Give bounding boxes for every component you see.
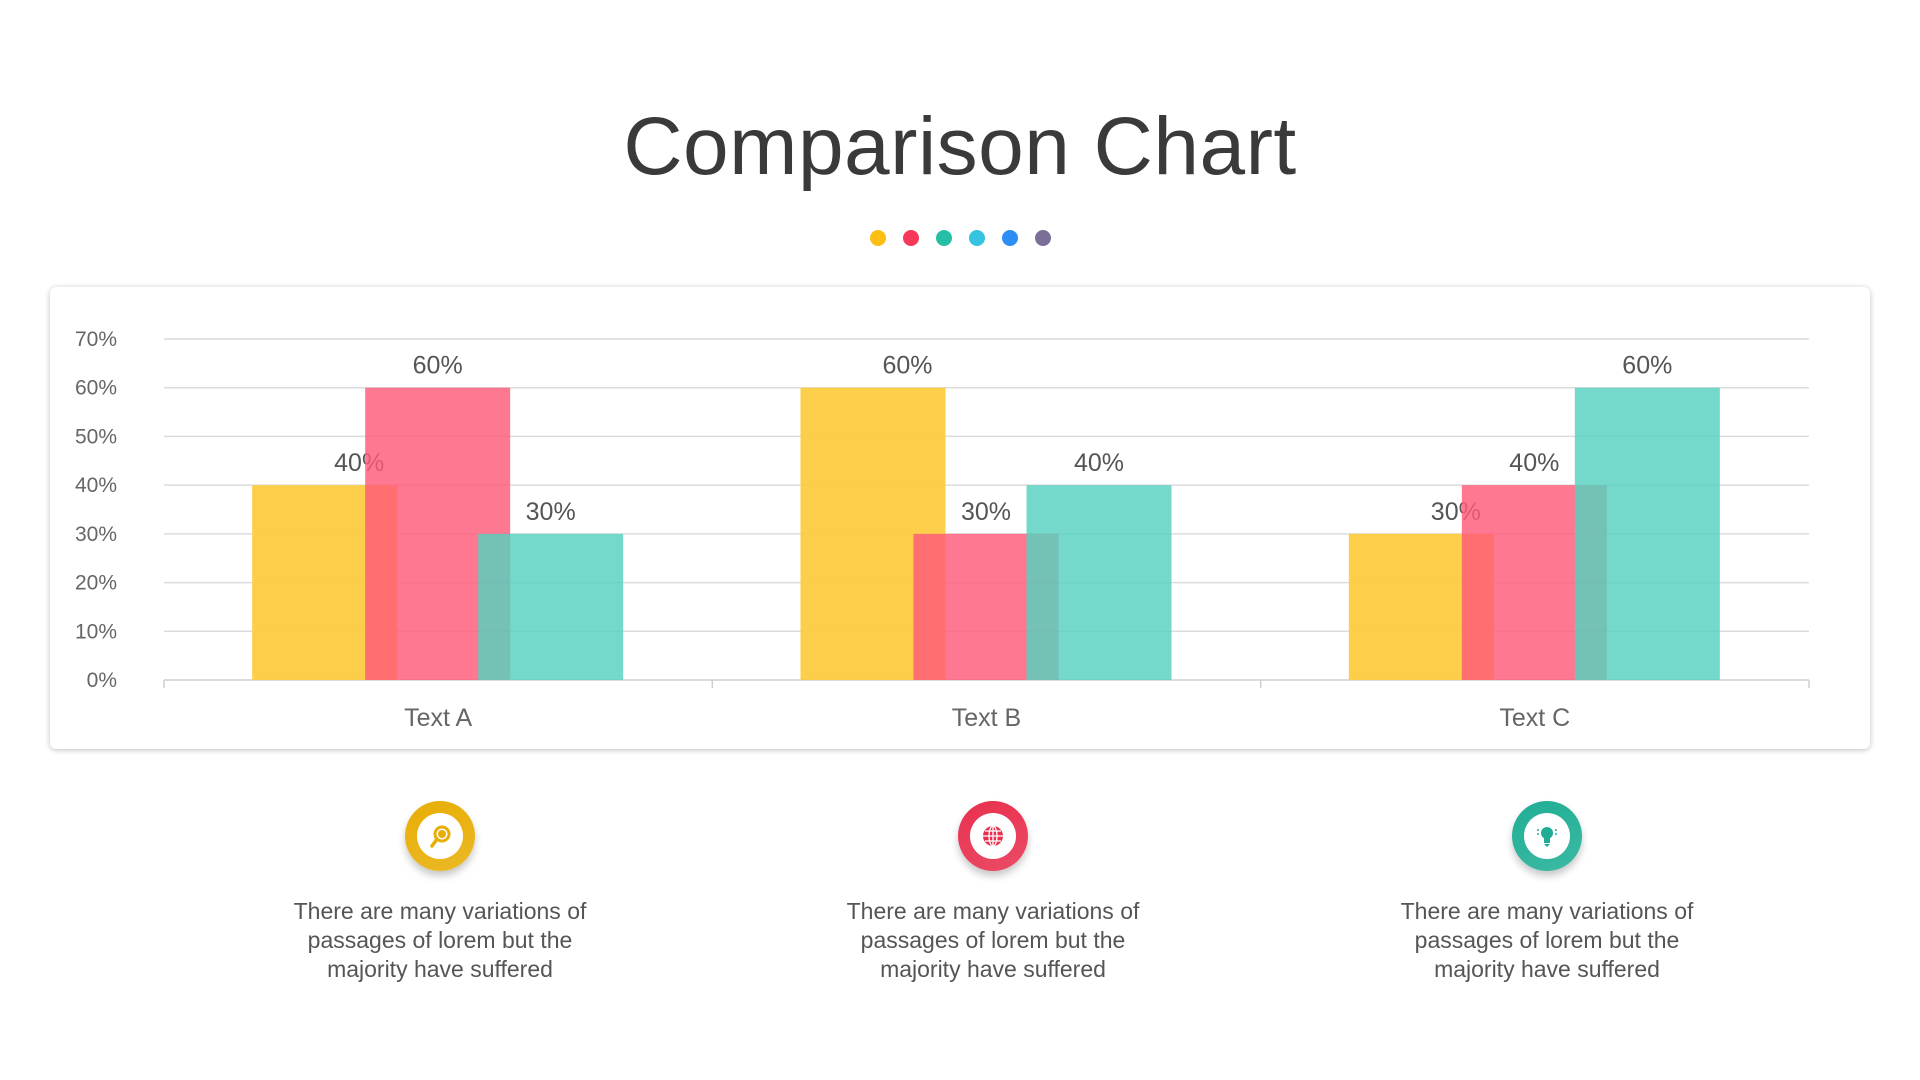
y-tick-label: 0% — [87, 669, 117, 692]
icon-inner — [970, 813, 1016, 859]
color-dot — [1002, 230, 1018, 246]
data-label: 30% — [961, 498, 1011, 526]
item-description: There are many variations of passages of… — [1400, 898, 1694, 982]
item-description: There are many variations of passages of… — [846, 898, 1140, 982]
icon-inner — [1524, 813, 1570, 859]
bar — [478, 533, 624, 680]
y-tick-label: 20% — [75, 572, 117, 595]
color-dot — [969, 230, 985, 246]
data-label: 40% — [1509, 449, 1559, 477]
color-dot — [903, 230, 919, 246]
color-dot — [870, 230, 886, 246]
lightbulb-badge — [1512, 801, 1582, 871]
bar-chart: 0% 10% 20% 30% 40% 50% 60% 70% 40% 60% 30% Text A 60… — [75, 328, 1810, 732]
page-title: Comparison Chart — [623, 101, 1297, 192]
bar — [1574, 387, 1720, 680]
color-dot — [936, 230, 952, 246]
chart-card: 0% 10% 20% 30% 40% 50% 60% 70% 40% 60% 30% Text A 60… — [50, 287, 1870, 749]
y-tick-label: 70% — [75, 328, 117, 351]
color-dot — [1035, 230, 1051, 246]
data-label: 60% — [413, 352, 463, 380]
data-label: 60% — [882, 352, 932, 380]
globe-badge — [958, 801, 1028, 871]
item-description: There are many variations of passages of… — [293, 898, 587, 982]
category-label: Text C — [1499, 704, 1570, 732]
data-label: 40% — [1074, 449, 1124, 477]
y-tick-label: 30% — [75, 523, 117, 546]
category-label: Text B — [952, 704, 1021, 732]
y-tick-label: 50% — [75, 425, 117, 448]
data-label: 60% — [1622, 352, 1672, 380]
icon-inner — [417, 813, 463, 859]
data-label: 30% — [526, 498, 576, 526]
category-label: Text A — [404, 704, 472, 732]
globe-icon — [983, 825, 1003, 847]
y-tick-label: 40% — [75, 474, 117, 497]
magnifier-badge — [405, 801, 475, 871]
y-tick-label: 10% — [75, 620, 117, 643]
bar — [1026, 485, 1172, 680]
y-tick-label: 60% — [75, 377, 117, 400]
lightbulb-icon — [1537, 827, 1557, 847]
magnifier-icon — [430, 825, 451, 848]
